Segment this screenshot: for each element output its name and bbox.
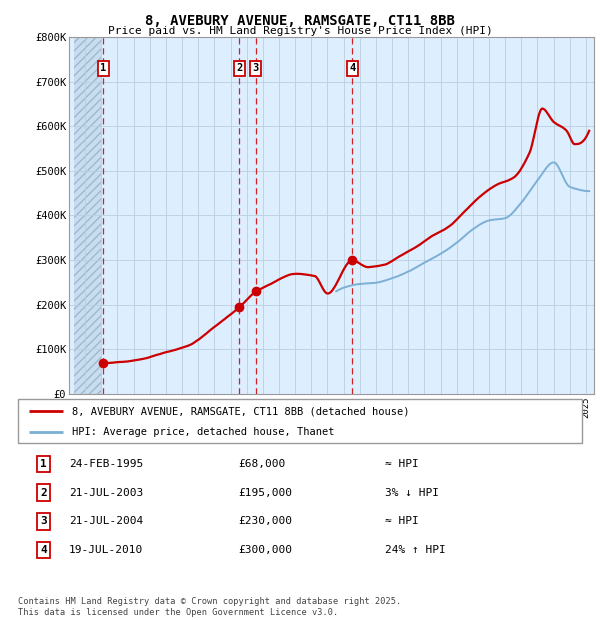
Text: 2: 2 (40, 487, 47, 497)
Text: £300,000: £300,000 (238, 545, 292, 555)
Text: 19-JUL-2010: 19-JUL-2010 (69, 545, 143, 555)
Text: 4: 4 (40, 545, 47, 555)
Text: 3: 3 (40, 516, 47, 526)
Text: 1: 1 (100, 63, 107, 73)
Text: ≈ HPI: ≈ HPI (385, 516, 418, 526)
Text: 24% ↑ HPI: 24% ↑ HPI (385, 545, 445, 555)
Text: 1: 1 (40, 459, 47, 469)
FancyBboxPatch shape (18, 399, 582, 443)
Text: Contains HM Land Registry data © Crown copyright and database right 2025.
This d: Contains HM Land Registry data © Crown c… (18, 598, 401, 617)
Text: 21-JUL-2003: 21-JUL-2003 (69, 487, 143, 497)
Text: 8, AVEBURY AVENUE, RAMSGATE, CT11 8BB (detached house): 8, AVEBURY AVENUE, RAMSGATE, CT11 8BB (d… (71, 406, 409, 416)
Text: 3% ↓ HPI: 3% ↓ HPI (385, 487, 439, 497)
Text: 21-JUL-2004: 21-JUL-2004 (69, 516, 143, 526)
Text: 4: 4 (349, 63, 355, 73)
Text: £195,000: £195,000 (238, 487, 292, 497)
Text: 2: 2 (236, 63, 242, 73)
Text: 3: 3 (253, 63, 259, 73)
Text: HPI: Average price, detached house, Thanet: HPI: Average price, detached house, Than… (71, 427, 334, 437)
Text: ≈ HPI: ≈ HPI (385, 459, 418, 469)
Text: 8, AVEBURY AVENUE, RAMSGATE, CT11 8BB: 8, AVEBURY AVENUE, RAMSGATE, CT11 8BB (145, 14, 455, 28)
Text: £68,000: £68,000 (238, 459, 285, 469)
Bar (74, 37, 101, 394)
Text: 24-FEB-1995: 24-FEB-1995 (69, 459, 143, 469)
Text: Price paid vs. HM Land Registry's House Price Index (HPI): Price paid vs. HM Land Registry's House … (107, 26, 493, 36)
Text: £230,000: £230,000 (238, 516, 292, 526)
